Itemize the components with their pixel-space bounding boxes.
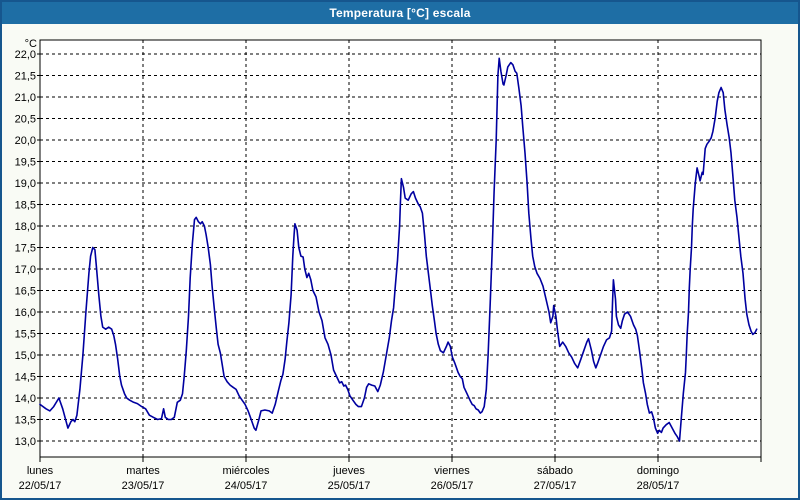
date-label: 28/05/17 xyxy=(637,480,680,492)
date-label: 23/05/17 xyxy=(122,480,165,492)
date-label: 22/05/17 xyxy=(19,480,62,492)
plot-frame xyxy=(39,39,762,458)
day-label: viernes xyxy=(434,465,470,477)
y-tick-label: 17,5 xyxy=(15,243,36,255)
day-label: lunes xyxy=(27,465,54,477)
y-tick-label: 13,5 xyxy=(15,415,36,427)
y-tick-label: 20,5 xyxy=(15,114,36,126)
y-tick-label: 14,0 xyxy=(15,393,36,405)
date-label: 24/05/17 xyxy=(225,480,268,492)
y-tick-label: 14,5 xyxy=(15,372,36,384)
y-tick-label: 16,0 xyxy=(15,307,36,319)
y-tick-label: 22,0 xyxy=(15,49,36,61)
chart-area: 22,0 21,5 21,0 20,5 20,0 19,5 19,0 18,5 18,0 17,5… xyxy=(2,24,798,498)
plot-area xyxy=(40,40,761,457)
date-label: 26/05/17 xyxy=(431,480,474,492)
y-tick-label: 20,0 xyxy=(15,135,36,147)
y-tick-label: 17,0 xyxy=(15,264,36,276)
day-label: domingo xyxy=(637,465,679,477)
y-tick-label: 19,5 xyxy=(15,157,36,169)
y-tick-label: 19,0 xyxy=(15,178,36,190)
y-tick-label: 21,5 xyxy=(15,71,36,83)
day-label: miércoles xyxy=(222,465,270,477)
window-title: Temperatura [°C] escala xyxy=(329,6,471,20)
y-axis-unit-label: °C xyxy=(25,38,37,50)
day-label: martes xyxy=(126,465,160,477)
y-tick-label: 13,0 xyxy=(15,436,36,448)
y-tick-label: 15,5 xyxy=(15,329,36,341)
y-tick-label: 15,0 xyxy=(15,350,36,362)
y-tick-label: 18,5 xyxy=(15,200,36,212)
temperature-chart: 22,0 21,5 21,0 20,5 20,0 19,5 19,0 18,5 18,0 17,5… xyxy=(15,38,762,492)
day-label: jueves xyxy=(332,465,365,477)
day-label: sábado xyxy=(537,465,573,477)
y-tick-label: 18,0 xyxy=(15,221,36,233)
date-label: 27/05/17 xyxy=(534,480,577,492)
date-label: 25/05/17 xyxy=(328,480,371,492)
y-tick-label: 16,5 xyxy=(15,286,36,298)
y-tick-label: 21,0 xyxy=(15,92,36,104)
temperature-line xyxy=(39,57,758,442)
titlebar: Temperatura [°C] escala xyxy=(2,2,798,24)
